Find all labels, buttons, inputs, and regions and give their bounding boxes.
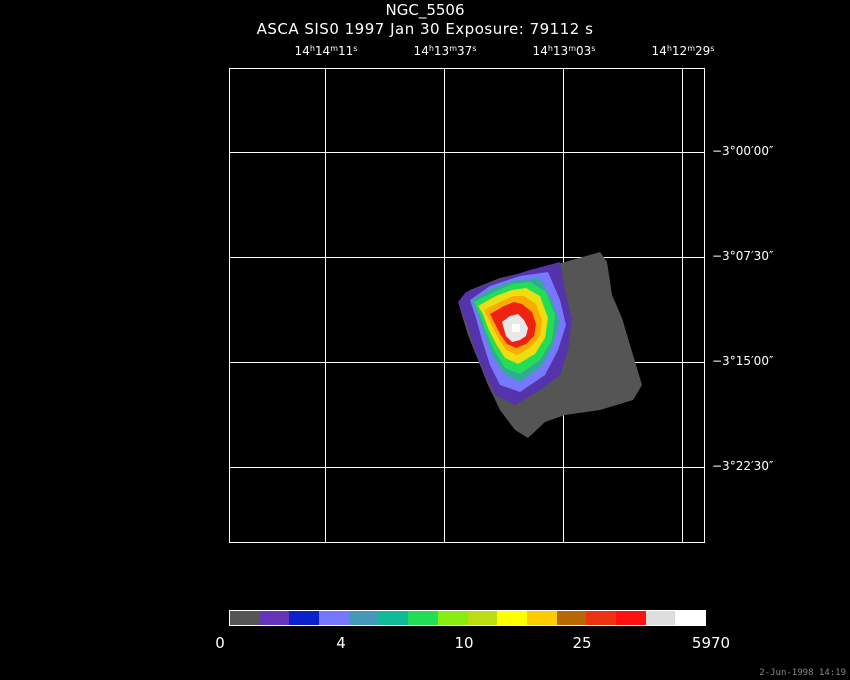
dec-grid-line (230, 467, 704, 468)
colorbar (229, 610, 706, 626)
colorbar-swatch (586, 611, 616, 625)
colorbar-swatch (497, 611, 527, 625)
ra-tick-label: 14h13m03s (532, 44, 596, 58)
colorbar-swatch (526, 611, 557, 625)
colorbar-swatch (615, 611, 646, 625)
dec-grid-line (230, 152, 704, 153)
colorbar-label: 10 (454, 634, 474, 652)
timestamp: 2-Jun-1998 14:19 (759, 668, 846, 678)
colorbar-label: 25 (572, 634, 592, 652)
colorbar-swatch (319, 611, 349, 625)
dec-tick-label: −3°15′00″ (712, 354, 774, 368)
observation-info: ASCA SIS0 1997 Jan 30 Exposure: 79112 s (256, 20, 594, 38)
colorbar-swatch (289, 611, 320, 625)
colorbar-label: 5970 (691, 634, 731, 652)
colorbar-swatch (467, 611, 498, 625)
ra-grid-line (682, 69, 683, 542)
colorbar-swatch (408, 611, 438, 625)
colorbar-swatch (259, 611, 290, 625)
colorbar-swatch (437, 611, 468, 625)
colorbar-swatch (645, 611, 676, 625)
core-peak (512, 324, 520, 332)
dec-grid-line (230, 362, 704, 363)
ra-tick-label: 14h13m37s (413, 44, 477, 58)
ra-grid-line (444, 69, 445, 542)
dec-tick-label: −3°07′30″ (712, 249, 774, 263)
ra-grid-line (325, 69, 326, 542)
colorbar-label: 0 (215, 634, 225, 652)
colorbar-swatch (556, 611, 587, 625)
colorbar-swatch (348, 611, 379, 625)
colorbar-swatch (230, 611, 260, 625)
dec-tick-label: −3°00′00″ (712, 144, 774, 158)
colorbar-swatch (378, 611, 409, 625)
dec-grid-line (230, 257, 704, 258)
ra-tick-label: 14h14m11s (294, 44, 358, 58)
colorbar-swatch (675, 611, 705, 625)
image-title: NGC_5506 (385, 1, 465, 19)
dec-tick-label: −3°22′30″ (712, 459, 774, 473)
colorbar-label: 4 (336, 634, 346, 652)
ra-tick-label: 14h12m29s (651, 44, 715, 58)
